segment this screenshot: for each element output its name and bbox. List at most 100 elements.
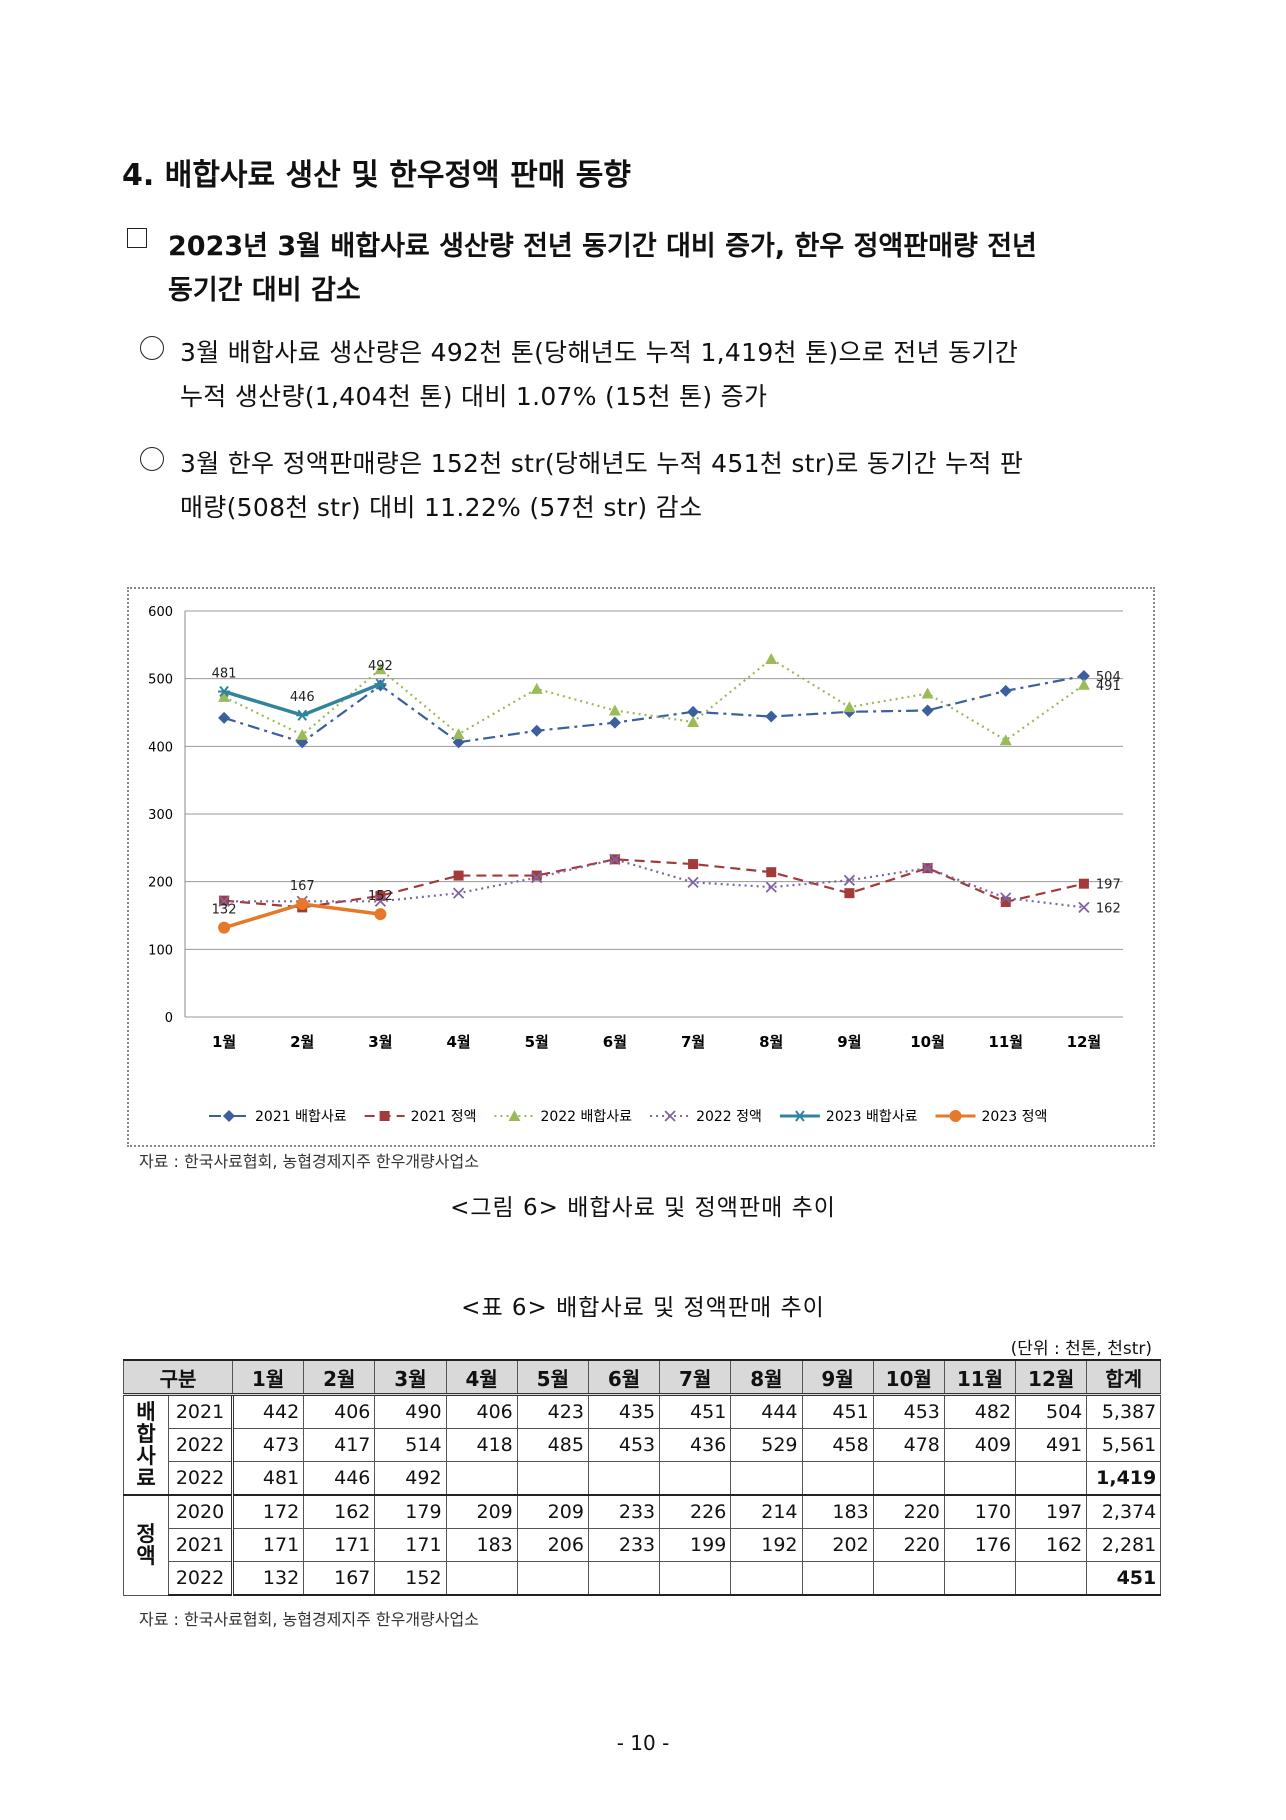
value-cell: 485 <box>516 1428 589 1462</box>
legend-entry: 2023 정액 <box>935 1109 1047 1125</box>
header-cell: 8월 <box>730 1359 803 1396</box>
value-cell: 132 <box>231 1561 305 1596</box>
legend-label: 2023 배합사료 <box>826 1109 918 1125</box>
marker <box>609 853 621 865</box>
empty-cell <box>445 1561 518 1596</box>
value-cell: 417 <box>303 1428 376 1462</box>
value-cell: 423 <box>516 1394 589 1429</box>
value-cell: 436 <box>659 1428 732 1462</box>
marker <box>374 895 387 907</box>
legend-entry: 2022 정액 <box>650 1109 762 1125</box>
marker <box>296 736 309 749</box>
x-tick-label: 12월 <box>1067 1033 1102 1051</box>
table-caption: <표 6> 배합사료 및 정액판매 추이 <box>461 1295 825 1321</box>
marker <box>1000 892 1012 904</box>
value-cell: 152 <box>374 1561 447 1596</box>
marker <box>374 908 387 921</box>
y-tick-label: 600 <box>148 605 173 620</box>
total-cell: 451 <box>1086 1561 1162 1596</box>
figure-caption: <그림 6> 배합사료 및 정액판매 추이 <box>450 1195 836 1221</box>
y-tick-label: 300 <box>148 808 173 823</box>
value-cell: 202 <box>801 1528 874 1562</box>
value-cell: 171 <box>303 1528 376 1562</box>
marker <box>999 684 1012 697</box>
marker <box>452 887 465 899</box>
marker <box>530 682 543 694</box>
empty-cell <box>943 1461 1017 1496</box>
header-row: 구분 1월 2월 3월 4월 5월 6월 7월 8월 9월 10월 11월 12월 합계 <box>123 1359 1162 1396</box>
legend-entry: 2022 배합사료 <box>494 1109 632 1125</box>
legend-label: 2022 정액 <box>696 1109 762 1125</box>
value-cell: 478 <box>872 1428 945 1462</box>
legend-marker <box>793 1110 806 1122</box>
year-cell: 2021 <box>168 1528 234 1562</box>
value-cell: 220 <box>872 1494 945 1529</box>
marker <box>687 876 699 888</box>
value-cell: 435 <box>587 1394 661 1429</box>
bullet-line: 3월 배합사료 생산량은 492천 톤(당해년도 누적 1,419천 톤)으로 … <box>180 338 1019 367</box>
value-cell: 446 <box>303 1461 376 1496</box>
empty-cell <box>730 1561 803 1596</box>
empty-cell <box>445 1461 518 1496</box>
table-row: 정액 2020 172 162 179 209 209 233 226 214 183 220 170 1… <box>123 1494 1162 1596</box>
value-cell: 481 <box>231 1461 305 1496</box>
legend-entry: 2023 배합사료 <box>779 1109 918 1125</box>
value-cell: 233 <box>587 1528 661 1562</box>
legend-marker <box>379 1111 390 1121</box>
marker <box>375 890 386 901</box>
marker <box>843 701 856 713</box>
summary-line: 2023년 3월 배합사료 생산량 전년 동기간 대비 증가, 한우 정액판매량… <box>168 231 1037 262</box>
value-cell: 162 <box>303 1494 376 1529</box>
marker <box>1078 901 1090 914</box>
total-cell: 1,419 <box>1086 1461 1162 1496</box>
empty-cell <box>872 1461 945 1496</box>
empty-cell <box>1015 1561 1088 1596</box>
value-cell: 442 <box>231 1394 305 1429</box>
marker <box>921 687 934 699</box>
unit-note: (단위 : 천톤, 천str) <box>1010 1339 1152 1359</box>
marker <box>1000 896 1011 907</box>
header-cell: 6월 <box>587 1359 661 1396</box>
data-label: 162 <box>1096 901 1121 916</box>
y-tick-label: 400 <box>148 740 173 755</box>
x-tick-label: 5월 <box>525 1033 549 1051</box>
value-cell: 172 <box>231 1494 305 1529</box>
value-cell: 233 <box>587 1494 661 1529</box>
square-bullet <box>127 228 147 248</box>
marker <box>999 734 1012 746</box>
group-label: 정액 <box>123 1494 169 1596</box>
table-row: 2022 132 167 152 451 <box>124 1561 1162 1596</box>
data-label: 167 <box>290 879 315 894</box>
header-cell: 10월 <box>872 1359 945 1396</box>
marker <box>531 870 542 881</box>
marker <box>218 895 230 907</box>
group-label: 배합사료 <box>123 1394 169 1496</box>
marker <box>765 653 778 665</box>
x-tick-label: 10월 <box>910 1033 945 1051</box>
legend-entry: 2021 배합사료 <box>209 1109 347 1125</box>
x-tick-label: 8월 <box>759 1033 783 1051</box>
marker <box>374 678 387 690</box>
value-cell: 444 <box>730 1394 803 1429</box>
empty-cell <box>587 1561 661 1596</box>
value-cell: 418 <box>445 1428 518 1462</box>
marker <box>608 704 621 716</box>
y-tick-label: 100 <box>148 943 173 958</box>
data-label: 446 <box>290 690 315 705</box>
header-cell: 9월 <box>801 1359 874 1396</box>
marker <box>765 881 777 893</box>
value-cell: 482 <box>943 1394 1017 1429</box>
circle-bullet <box>140 447 164 471</box>
value-cell: 529 <box>730 1428 803 1462</box>
value-cell: 167 <box>303 1561 376 1596</box>
value-cell: 183 <box>801 1494 874 1529</box>
table-source: 자료 : 한국사료협회, 농협경제지주 한우개량사업소 <box>139 1610 479 1629</box>
marker <box>531 871 543 884</box>
legend-marker <box>949 1110 962 1122</box>
value-cell: 220 <box>872 1528 945 1562</box>
data-label: 491 <box>1096 679 1121 694</box>
empty-cell <box>801 1461 874 1496</box>
value-cell: 214 <box>730 1494 803 1529</box>
empty-cell <box>872 1561 945 1596</box>
data-label: 492 <box>368 659 393 674</box>
